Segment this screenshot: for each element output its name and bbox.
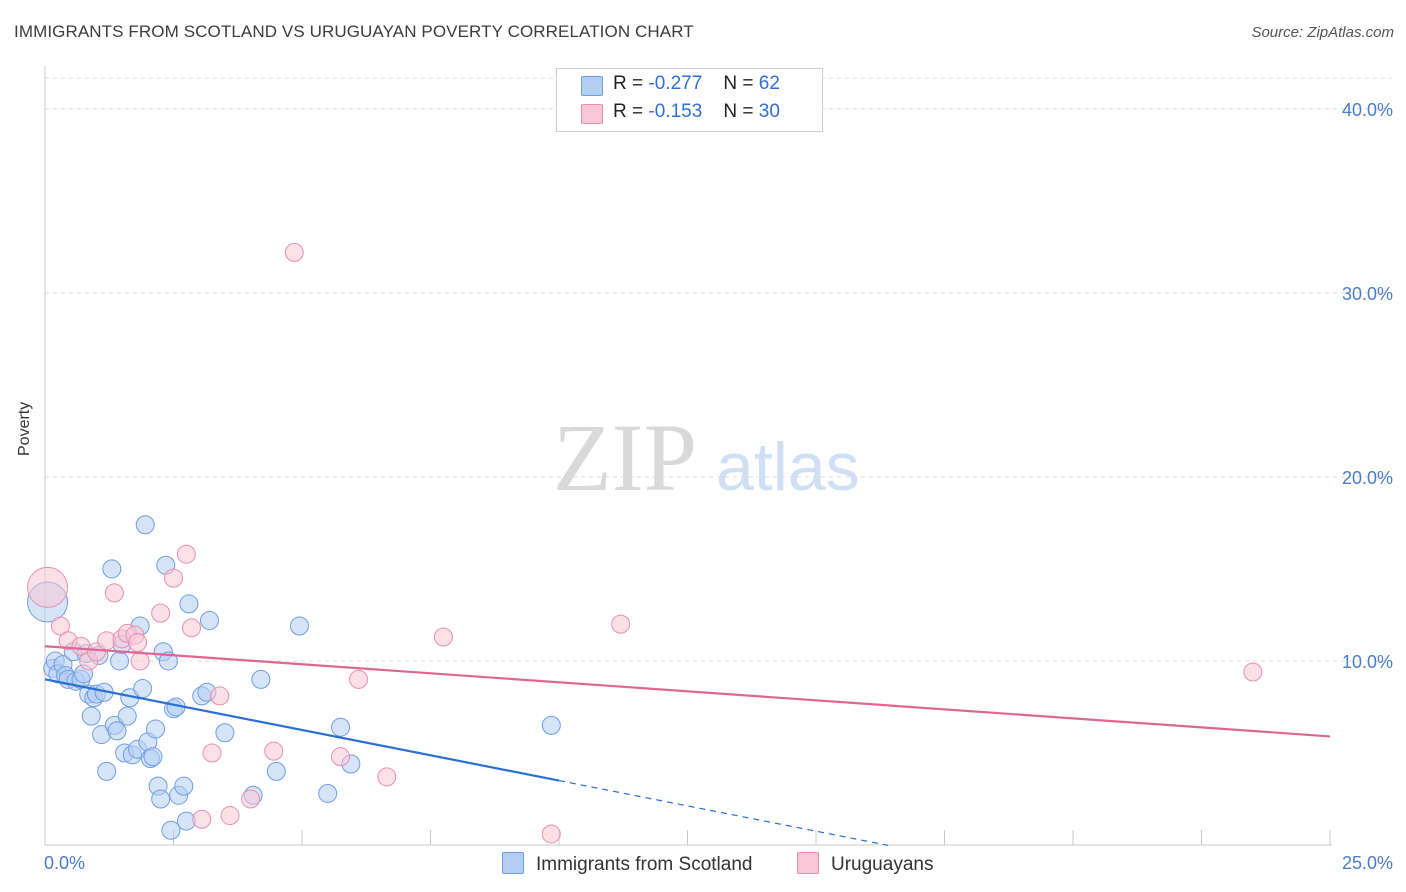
legend-r-label-2: R = xyxy=(613,101,644,122)
uruguayan-point xyxy=(377,767,397,787)
scotland-point xyxy=(215,723,235,743)
uruguayan-point xyxy=(192,809,212,829)
y-tick-label: 20.0% xyxy=(1342,468,1393,488)
scotland-point xyxy=(266,761,286,781)
uruguayan-trend-line xyxy=(44,645,1331,738)
watermark-atlas: atlas xyxy=(716,429,860,505)
legend-r-value-2: -0.153 xyxy=(648,101,703,122)
scotland-point xyxy=(541,715,561,735)
y-tick-label: 10.0% xyxy=(1342,652,1393,672)
uruguayan-point xyxy=(331,747,351,767)
scotland-point xyxy=(143,747,163,767)
legend-swatch-blue xyxy=(581,76,603,96)
source-label: Source: ZipAtlas.com xyxy=(1251,24,1394,41)
uruguayan-point xyxy=(210,686,230,706)
uruguayan-point xyxy=(130,651,150,671)
y-tick-label: 40.0% xyxy=(1342,100,1393,120)
watermark: ZIP atlas xyxy=(553,404,860,511)
bottom-legend-label-uruguayans: Uruguayans xyxy=(831,854,934,875)
legend-n-label-2: N = xyxy=(723,101,754,122)
uruguayan-point xyxy=(433,627,453,647)
legend-n-value-1: 62 xyxy=(758,73,780,94)
watermark-zip: ZIP xyxy=(553,404,697,511)
uruguayan-point xyxy=(264,741,284,761)
uruguayan-point xyxy=(104,583,124,603)
y-tick-label: 30.0% xyxy=(1342,284,1393,304)
bottom-legend-swatch-pink xyxy=(797,852,819,874)
scotland-point xyxy=(102,559,122,579)
uruguayan-point xyxy=(1243,662,1263,682)
scotland-point xyxy=(146,719,166,739)
scotland-trend-line xyxy=(44,678,560,782)
uruguayan-point xyxy=(151,603,171,623)
scotland-point xyxy=(251,669,271,689)
scotland-point xyxy=(133,679,153,699)
uruguayan-point xyxy=(181,618,201,638)
scotland-point xyxy=(158,651,178,671)
tick-labels: 10.0% 20.0% 30.0% 40.0% 0.0% 25.0% xyxy=(44,100,1393,873)
data-points xyxy=(27,242,1263,844)
uruguayan-point xyxy=(241,789,261,809)
legend-r-value-1: -0.277 xyxy=(648,73,703,94)
scotland-point xyxy=(81,706,101,726)
uruguayan-point xyxy=(27,566,69,608)
legend-r-label-1: R = xyxy=(613,73,644,94)
bottom-legend-swatch-blue xyxy=(502,852,524,874)
uruguayan-point xyxy=(284,242,304,262)
x-tick-label: 25.0% xyxy=(1342,853,1393,873)
uruguayan-point xyxy=(220,806,240,826)
scotland-point xyxy=(135,515,155,535)
scotland-trend-extension xyxy=(558,779,889,846)
uruguayan-point xyxy=(50,616,70,636)
scotland-point xyxy=(151,789,171,809)
grid-lines xyxy=(45,77,1392,662)
bottom-legend-label-scotland: Immigrants from Scotland xyxy=(536,854,753,875)
uruguayan-point xyxy=(128,633,148,653)
trend-lines xyxy=(44,645,1331,846)
legend-swatch-pink xyxy=(581,104,603,124)
scotland-point xyxy=(289,616,309,636)
uruguayan-point xyxy=(202,743,222,763)
scotland-point xyxy=(174,776,194,796)
bottom-legend-uruguayans[interactable]: Uruguayans xyxy=(797,852,933,876)
uruguayan-point xyxy=(611,614,631,634)
legend-n-value-2: 30 xyxy=(758,101,780,122)
chart-title: IMMIGRANTS FROM SCOTLAND VS URUGUAYAN PO… xyxy=(14,22,694,41)
uruguayan-point xyxy=(164,568,183,588)
axes xyxy=(44,66,1332,846)
uruguayan-point xyxy=(349,669,369,689)
scotland-point xyxy=(117,706,137,726)
scotland-point xyxy=(331,717,351,737)
legend-n-label-1: N = xyxy=(723,73,754,94)
scotland-point xyxy=(97,761,117,781)
uruguayan-point xyxy=(176,544,196,564)
x-tick-label: 0.0% xyxy=(44,853,85,873)
bottom-legend-scotland[interactable]: Immigrants from Scotland xyxy=(502,852,752,876)
scotland-point xyxy=(107,721,127,741)
scotland-point xyxy=(318,783,338,803)
uruguayan-point xyxy=(541,824,561,844)
scotland-point xyxy=(179,594,199,614)
scotland-point xyxy=(161,820,181,840)
scotland-point xyxy=(199,610,219,630)
stats-legend: R = -0.277 N = 62 R = -0.153 N = 30 xyxy=(556,68,823,132)
scotland-point xyxy=(110,651,130,671)
